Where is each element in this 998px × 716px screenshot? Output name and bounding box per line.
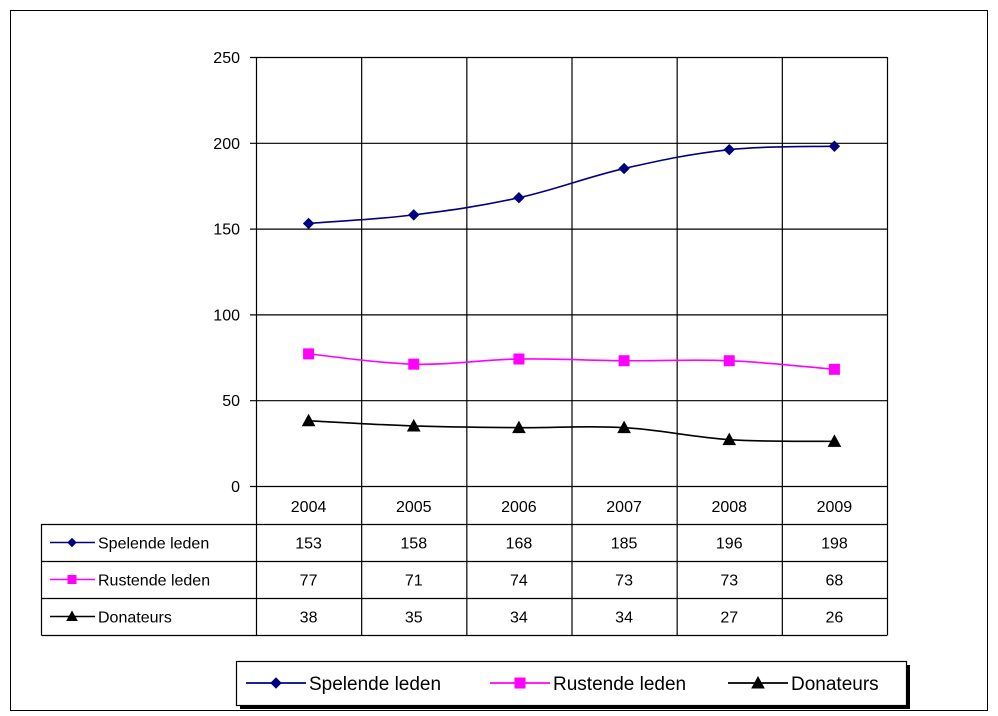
legend-label: Spelende leden — [309, 674, 441, 695]
marker-diamond — [302, 217, 315, 230]
table-cell: 153 — [295, 536, 322, 553]
table-cell: 77 — [300, 573, 318, 590]
table-cell: 73 — [720, 573, 738, 590]
table-cell: 34 — [615, 610, 633, 627]
marker-diamond — [67, 537, 77, 548]
marker-triangle — [827, 434, 842, 447]
x-tick-label: 2006 — [501, 499, 537, 516]
marker-square — [303, 348, 315, 360]
y-axis: 0 50 100 150 200 250 — [213, 50, 240, 496]
marker-diamond — [408, 209, 420, 221]
y-tick-label: 250 — [213, 50, 240, 67]
marker-diamond — [270, 677, 282, 689]
table-cell: 73 — [615, 573, 633, 590]
table-cell: 38 — [300, 610, 318, 627]
marker-triangle — [406, 418, 421, 432]
marker-square — [828, 363, 840, 375]
table-cell: 71 — [405, 573, 423, 590]
series-markers — [301, 140, 842, 447]
table-row-label: Donateurs — [98, 610, 172, 627]
series-lines — [308, 145, 835, 443]
marker-diamond — [513, 192, 525, 204]
table-cell: 68 — [826, 573, 844, 590]
legend-box — [235, 660, 908, 707]
x-tick-label: 2005 — [396, 499, 432, 516]
y-tick-label: 100 — [213, 307, 240, 324]
y-tick-label: 200 — [213, 136, 240, 153]
table-row-label: Rustende leden — [98, 573, 210, 590]
marker-diamond — [723, 143, 735, 156]
marker-diamond — [618, 162, 630, 175]
x-tick-label: 2009 — [817, 499, 853, 516]
table-cell: 74 — [510, 573, 528, 590]
marker-triangle — [617, 420, 631, 434]
marker-square — [408, 358, 420, 370]
marker-triangle — [751, 675, 765, 689]
series-line — [308, 419, 835, 443]
table-cell: 158 — [400, 536, 427, 553]
marker-square — [514, 677, 526, 689]
table-cell: 27 — [720, 610, 738, 627]
table-cell: 196 — [716, 536, 743, 553]
y-tick-label: 150 — [213, 222, 240, 239]
legend-label: Rustende leden — [553, 674, 686, 695]
marker-triangle — [722, 432, 737, 446]
marker-triangle — [66, 610, 78, 621]
series-line — [308, 353, 835, 371]
table-cell: 185 — [611, 536, 638, 553]
series-line — [308, 145, 835, 225]
table-cell: 34 — [510, 610, 528, 627]
x-tick-label: 2004 — [291, 499, 327, 516]
marker-square — [513, 353, 525, 365]
marker-square — [67, 575, 77, 584]
marker-triangle — [301, 413, 316, 427]
table-cell: 35 — [405, 610, 423, 627]
x-tick-label: 2008 — [711, 499, 747, 516]
legend-label: Donateurs — [791, 674, 879, 695]
table-row-label: Spelende leden — [98, 536, 209, 553]
table-cell: 198 — [821, 536, 848, 553]
grid — [250, 56, 889, 488]
marker-square — [618, 355, 630, 367]
x-tick-label: 2007 — [606, 499, 642, 516]
marker-diamond — [828, 140, 841, 152]
legend: Spelende leden Rustende leden Donateurs — [235, 660, 910, 709]
data-table: 2004 2005 2006 2007 2008 2009 Spelende leden 15… — [40, 486, 889, 637]
marker-square — [723, 355, 735, 367]
y-tick-label: 0 — [231, 479, 240, 496]
table-cell: 26 — [826, 610, 844, 627]
table-cell: 168 — [506, 536, 533, 553]
marker-triangle — [512, 420, 526, 434]
y-tick-label: 50 — [222, 393, 240, 410]
